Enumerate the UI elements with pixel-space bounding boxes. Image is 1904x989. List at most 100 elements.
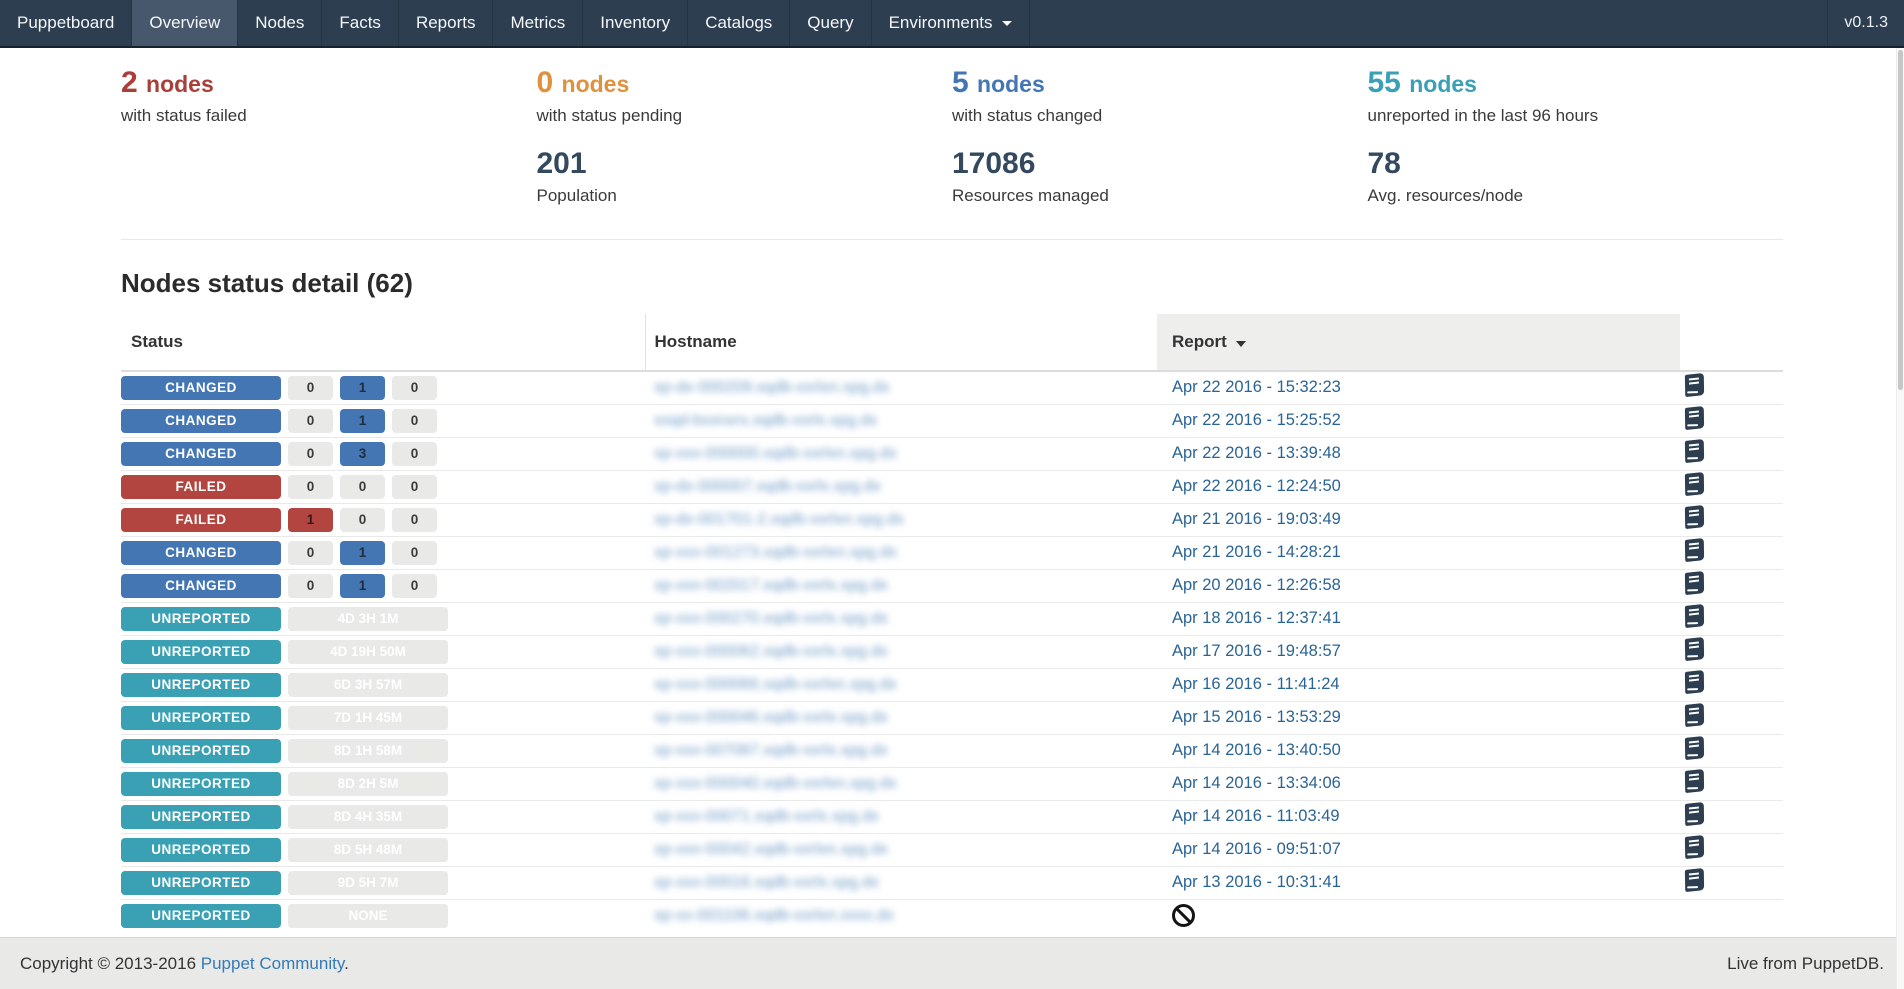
hostname-link-redacted[interactable]: xp-xxx-002017.xqdb-xxrlx.xpg.dx xyxy=(654,576,888,594)
nav-item-inventory[interactable]: Inventory xyxy=(583,0,689,46)
nav-item-nodes[interactable]: Nodes xyxy=(238,0,323,46)
report-date-link[interactable]: Apr 14 2016 - 13:34:06 xyxy=(1172,774,1341,792)
copyright-suffix: . xyxy=(344,953,349,973)
report-date-link[interactable]: Apr 14 2016 - 11:03:49 xyxy=(1172,807,1340,825)
table-row: UNREPORTED 4D 19H 50M xp-xxx-000062.xqdb-x… xyxy=(121,634,1783,668)
nav-item-metrics[interactable]: Metrics xyxy=(493,0,584,46)
report-book-icon[interactable] xyxy=(1684,603,1705,629)
status-count-badge: 0 xyxy=(392,408,437,433)
scrollbar-thumb[interactable] xyxy=(1898,50,1903,390)
main-content: 2 nodes with status failed 0 nodes with sta… xyxy=(0,48,1904,937)
hostname-link-redacted[interactable]: xp-xxx-00016.xqdb-xxrlx.xpg.dx xyxy=(654,873,879,891)
stat-unit: nodes xyxy=(561,71,630,97)
report-book-icon[interactable] xyxy=(1684,801,1705,827)
report-date-link[interactable]: Apr 21 2016 - 14:28:21 xyxy=(1172,543,1341,561)
status-count-badge: 0 xyxy=(392,507,437,532)
report-date-link[interactable]: Apr 18 2016 - 12:37:41 xyxy=(1172,609,1341,627)
copyright-text: Copyright © 2013-2016 Puppet Community. xyxy=(20,954,349,974)
unreported-duration-badge: NONE xyxy=(288,903,448,928)
report-date-link[interactable]: Apr 15 2016 - 13:53:29 xyxy=(1172,708,1341,726)
status-count-badge: 0 xyxy=(288,573,333,598)
hostname-link-redacted[interactable]: xp-dx-001701-2.xqdb-xxrlxn.xpg.dx xyxy=(654,510,904,528)
report-book-icon[interactable] xyxy=(1684,373,1705,398)
report-book-icon[interactable] xyxy=(1684,669,1705,695)
nav-item-label: Query xyxy=(807,13,854,32)
report-date-link[interactable]: Apr 22 2016 - 12:24:50 xyxy=(1172,477,1341,495)
report-book-icon[interactable] xyxy=(1684,768,1705,794)
nav-item-catalogs[interactable]: Catalogs xyxy=(688,0,791,46)
stat-value: 0 xyxy=(536,66,554,99)
stat-headline: 0 nodes xyxy=(537,64,953,103)
report-book-icon[interactable] xyxy=(1684,735,1705,761)
report-book-icon[interactable] xyxy=(1684,438,1705,464)
report-header-label: Report xyxy=(1172,332,1227,351)
hostname-link-redacted[interactable]: xp-xxx-000040.xqdb-xxrlxn.xpg.dx xyxy=(654,774,897,792)
report-date-link[interactable]: Apr 22 2016 - 15:32:23 xyxy=(1172,378,1341,397)
report-date-link[interactable]: Apr 13 2016 - 10:31:41 xyxy=(1172,873,1341,891)
hostname-link-redacted[interactable]: xp-xxx-000046.xqdb-xxrlx.xpg.dx xyxy=(654,708,888,726)
stat-metric-value: 17086 xyxy=(952,147,1036,180)
nav-item-query[interactable]: Query xyxy=(790,0,872,46)
nav-item-environments[interactable]: Environments xyxy=(872,0,1030,46)
status-badge: UNREPORTED xyxy=(121,903,281,928)
sort-descending-icon xyxy=(1235,341,1246,347)
stat-value: 2 xyxy=(121,66,138,99)
report-date-link[interactable]: Apr 16 2016 - 11:41:24 xyxy=(1172,675,1340,693)
stat-metric-value: 78 xyxy=(1367,147,1401,180)
report-book-icon[interactable] xyxy=(1684,570,1705,596)
report-date-link[interactable]: Apr 22 2016 - 13:39:48 xyxy=(1172,444,1341,462)
report-book-icon[interactable] xyxy=(1684,867,1705,893)
hostname-link-redacted[interactable]: xp-xxx-001273.xqdb-xxrlxn.xpg.dx xyxy=(654,543,897,561)
nav-item-facts[interactable]: Facts xyxy=(322,0,399,46)
report-book-icon[interactable] xyxy=(1684,405,1705,431)
unreported-duration-badge: 7D 1H 45M xyxy=(288,705,448,730)
hostname-link-redacted[interactable]: xp-xxx-00042.xqdb-xxrlxn.xpg.dx xyxy=(654,840,888,858)
report-date-link[interactable]: Apr 17 2016 - 19:48:57 xyxy=(1172,642,1341,660)
report-book-icon[interactable] xyxy=(1684,504,1705,530)
status-count-badge: 1 xyxy=(288,507,333,532)
report-date-link[interactable]: Apr 14 2016 - 13:40:50 xyxy=(1172,741,1341,759)
hostname-link-redacted[interactable]: xp-xxx-00071.xqdb-xxrlx.xpg.dx xyxy=(654,807,879,825)
table-header-row: Status Hostname Report xyxy=(121,314,1783,372)
hostname-link-redacted[interactable]: xp-xxx-007087.xqdb-xxrlx.xpg.dx xyxy=(654,741,888,759)
hostname-link-redacted[interactable]: xp-dx-000209.xqdb-xxrlxn.xpg.dx xyxy=(654,378,890,396)
report-book-icon[interactable] xyxy=(1684,702,1705,728)
report-date-link[interactable]: Apr 22 2016 - 15:25:52 xyxy=(1172,411,1341,429)
report-book-icon[interactable] xyxy=(1684,471,1705,497)
hostname-link-redacted[interactable]: xxqd-bxxnxrx.xqdb-xxrlx.xpg.dx xyxy=(654,411,878,429)
brand-puppetboard[interactable]: Puppetboard xyxy=(0,0,133,46)
status-count-badge: 0 xyxy=(340,507,385,532)
unreported-duration-badge: 9D 5H 7M xyxy=(288,870,448,895)
top-navbar: Puppetboard Overview Nodes Facts Reports Met… xyxy=(0,0,1904,48)
hostname-link-redacted[interactable]: xp-xxx-000062.xqdb-xxrlx.xpg.dx xyxy=(654,642,888,660)
table-row: UNREPORTED 4D 3H 1M xp-xxx-000270.xqdb-xxr… xyxy=(121,601,1783,635)
report-book-icon[interactable] xyxy=(1684,537,1705,563)
stats-summary: 2 nodes with status failed 0 nodes with sta… xyxy=(121,64,1783,209)
report-date-link[interactable]: Apr 14 2016 - 09:51:07 xyxy=(1172,840,1341,858)
puppet-community-link[interactable]: Puppet Community xyxy=(200,953,345,973)
report-book-icon[interactable] xyxy=(1684,834,1705,860)
hostname-link-redacted[interactable]: xp-xxx-000066.xqdb-xxrlxn.xpg.dx xyxy=(654,675,897,693)
report-date-link[interactable]: Apr 20 2016 - 12:26:58 xyxy=(1172,576,1341,594)
status-count-badge: 0 xyxy=(392,375,437,400)
unreported-duration-badge: 8D 4H 35M xyxy=(288,804,448,829)
hostname-link-redacted[interactable]: xp-xx-001106.xqdb-xxrlxn.xxxx.dx xyxy=(654,906,894,924)
column-header-status[interactable]: Status xyxy=(121,314,645,372)
stat-caption: unreported in the last 96 hours xyxy=(1367,106,1599,125)
column-header-hostname[interactable]: Hostname xyxy=(644,314,1157,372)
nav-item-reports[interactable]: Reports xyxy=(399,0,494,46)
vertical-scrollbar[interactable] xyxy=(1896,48,1904,989)
hostname-link-redacted[interactable]: xp-xxx-000000.xqdb-xxrlxn.xpg.dx xyxy=(654,444,897,462)
hostname-link-redacted[interactable]: xp-xxx-000270.xqdb-xxrlx.xpg.dx xyxy=(654,609,888,627)
nav-item-label: Reports xyxy=(415,13,476,32)
status-badge: UNREPORTED xyxy=(121,672,281,697)
table-row: CHANGED 0 3 0 xp-xxx-000000.xqdb-xxrlxn.xpg.… xyxy=(121,436,1783,470)
unreported-duration-badge: 8D 2H 5M xyxy=(288,771,448,796)
report-date-link[interactable]: Apr 21 2016 - 19:03:49 xyxy=(1172,510,1341,528)
column-header-report[interactable]: Report xyxy=(1157,314,1680,372)
nav-item-overview[interactable]: Overview xyxy=(132,0,239,46)
report-book-icon[interactable] xyxy=(1684,636,1705,662)
stat-unit: nodes xyxy=(977,71,1045,97)
hostname-link-redacted[interactable]: xp-dx-000007.xqdb-xxrlx.xpg.dx xyxy=(654,477,881,495)
